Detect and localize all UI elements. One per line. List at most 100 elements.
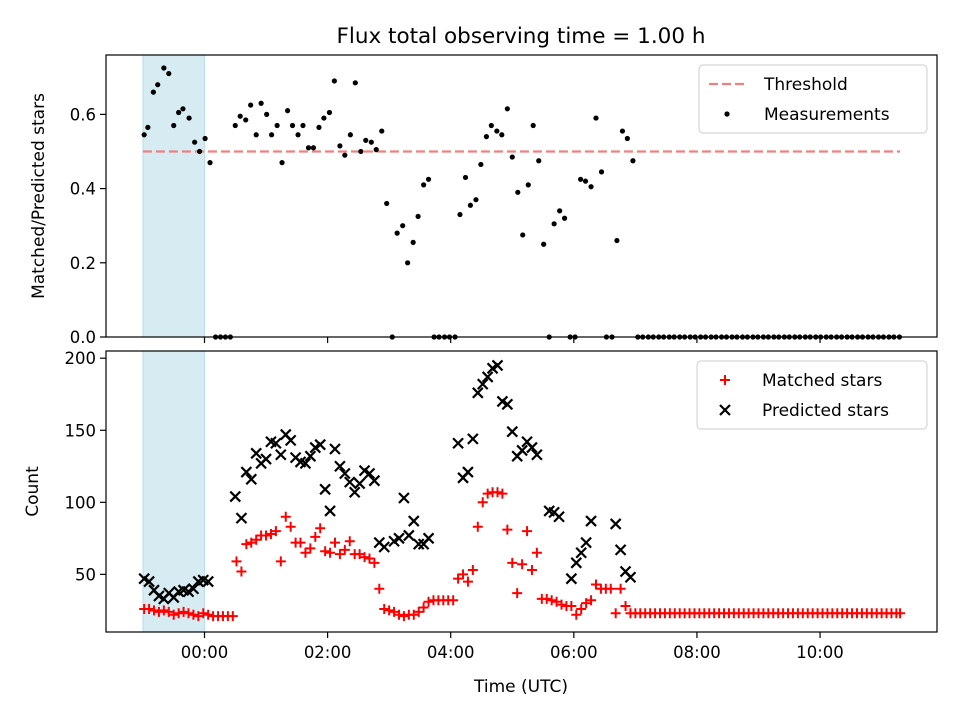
y-tick-label: 100 [65, 493, 97, 512]
measurement-point [551, 221, 557, 227]
matched-point [384, 605, 395, 616]
measurement-point [384, 200, 390, 207]
predicted-point [472, 387, 484, 399]
x-axis-label: Time (UTC) [473, 677, 568, 697]
x-tick-label: 06:00 [550, 643, 598, 662]
measurement-point [347, 132, 353, 138]
matched-point [566, 601, 577, 612]
measurement-point [166, 70, 172, 77]
matched-point [492, 487, 503, 498]
axes-frame [105, 350, 938, 633]
matched-point [423, 596, 434, 607]
matched-point [168, 609, 179, 620]
measurement-point [180, 106, 186, 112]
predicted-point [245, 473, 258, 486]
measurement-point [295, 132, 301, 138]
measurement-point [630, 158, 636, 164]
matched-point [173, 608, 184, 619]
series-measurements [141, 65, 903, 340]
predicted-point [526, 441, 538, 454]
measurement-point [258, 100, 264, 106]
measurement-point [316, 124, 322, 130]
matched-point [231, 556, 242, 567]
legend-label: Threshold [763, 75, 848, 95]
predicted-point [187, 582, 200, 595]
matched-point [586, 595, 597, 606]
measurement-point [289, 122, 296, 129]
predicted-point [240, 466, 253, 478]
measurement-point [248, 102, 254, 108]
matched-point [448, 595, 459, 606]
measurement-point [478, 161, 484, 168]
matched-point [198, 608, 209, 619]
predicted-point [412, 538, 425, 550]
predicted-point [348, 486, 361, 498]
predicted-point [339, 467, 351, 480]
predicted-point [467, 433, 479, 445]
measurement-point [457, 211, 463, 218]
measurement-point [400, 223, 406, 229]
predicted-point [462, 466, 474, 478]
y-tick-label: 0.2 [70, 254, 96, 273]
measurement-point [358, 148, 364, 155]
predicted-point [368, 474, 381, 487]
measurement-point [141, 132, 147, 138]
matched-point [517, 559, 528, 570]
predicted-point [304, 450, 317, 462]
predicted-point [516, 444, 528, 457]
predicted-point [570, 557, 583, 569]
matched-point [359, 552, 370, 563]
predicted-point [609, 518, 622, 530]
predicted-point [143, 575, 155, 588]
predicted-point [250, 447, 262, 460]
predicted-point [270, 437, 282, 450]
measurement-point [624, 135, 630, 142]
measurement-point [253, 132, 259, 138]
matched-point [507, 557, 518, 568]
measurement-point [410, 239, 416, 245]
matched-point [280, 511, 291, 522]
predicted-point [403, 529, 415, 542]
predicted-point [624, 571, 637, 584]
measurement-point [619, 128, 626, 134]
matched-point [183, 608, 194, 619]
y-tick-label: 150 [65, 421, 97, 440]
measurement-point [368, 139, 374, 145]
highlight-span [142, 54, 205, 338]
matched-point [620, 601, 631, 612]
matched-point [320, 546, 331, 557]
legend-label: Measurements [764, 105, 890, 125]
measurement-point [352, 80, 358, 86]
predicted-point [565, 572, 578, 585]
predicted-point [284, 434, 297, 447]
measurement-point [176, 109, 182, 116]
legend-box [698, 64, 928, 134]
matched-point [477, 497, 488, 508]
measurement-point [520, 232, 526, 238]
measurement-point [363, 137, 369, 143]
predicted-point [491, 359, 504, 372]
matched-point [512, 588, 523, 599]
predicted-point [229, 490, 242, 503]
predicted-point [202, 575, 214, 588]
measurement-point [326, 109, 333, 116]
measurement-point [196, 148, 203, 155]
measurement-point [421, 182, 427, 188]
matched-point [178, 606, 189, 617]
matched-point [344, 536, 355, 547]
predicted-point [506, 425, 519, 438]
matched-point [329, 537, 340, 548]
matched-point [188, 609, 199, 620]
measurement-point [202, 135, 208, 142]
measurement-point [593, 115, 599, 121]
matched-point [144, 603, 155, 614]
legend-label: Matched stars [762, 371, 882, 391]
chart-title: Flux total observing time = 1.00 h [337, 24, 706, 49]
predicted-point [398, 492, 410, 504]
top-panel: 0.0 0.2 0.4 0.6 Matched/Predicted stars Thres… [29, 54, 938, 347]
matched-point [394, 609, 405, 620]
measurement-point [331, 78, 337, 84]
matched-point [497, 488, 508, 499]
predicted-point [393, 532, 405, 545]
